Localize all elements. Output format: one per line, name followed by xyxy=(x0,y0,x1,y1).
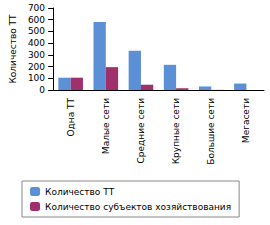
svg-text:500: 500 xyxy=(28,26,45,36)
svg-text:400: 400 xyxy=(28,38,45,48)
svg-text:Большие сети: Большие сети xyxy=(206,98,216,165)
svg-text:600: 600 xyxy=(28,15,45,25)
svg-text:Крупные сети: Крупные сети xyxy=(171,98,181,164)
svg-text:Одна ТТ: Одна ТТ xyxy=(66,97,76,136)
svg-text:Средние сети: Средние сети xyxy=(136,98,146,164)
svg-text:Малые сети: Малые сети xyxy=(101,98,111,154)
svg-text:Количество ТТ: Количество ТТ xyxy=(45,187,115,197)
svg-text:100: 100 xyxy=(28,73,45,83)
svg-text:200: 200 xyxy=(28,62,45,72)
svg-text:Количество субъектов хозяйство: Количество субъектов хозяйствования xyxy=(45,202,231,212)
svg-text:700: 700 xyxy=(28,3,45,13)
svg-text:0: 0 xyxy=(39,85,45,95)
svg-text:Количество ТТ: Количество ТТ xyxy=(8,14,18,84)
svg-text:300: 300 xyxy=(28,50,45,60)
svg-text:Мегасети: Мегасети xyxy=(241,98,251,143)
